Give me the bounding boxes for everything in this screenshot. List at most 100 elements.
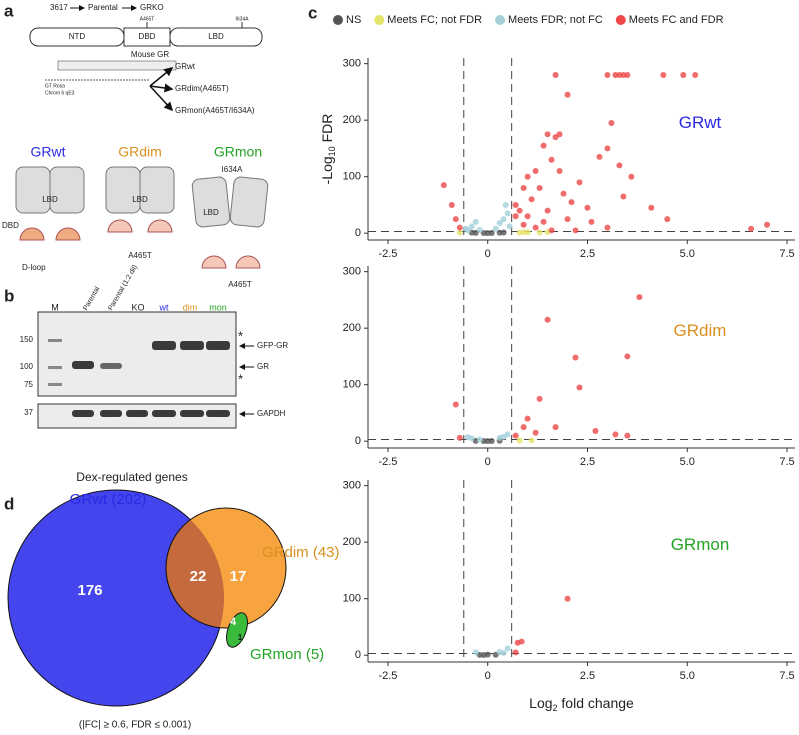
line-label: GRdim(A465T) [175, 84, 229, 93]
point [556, 131, 563, 138]
point [476, 436, 483, 443]
point [504, 210, 511, 217]
lane-label: KO [131, 302, 144, 312]
point [536, 395, 543, 402]
band-label: GAPDH [257, 409, 286, 418]
y-tick-label: 300 [343, 266, 361, 278]
point [628, 173, 635, 180]
point [520, 185, 527, 191]
domain: LBD [208, 32, 224, 41]
x-tick-label: 7.5 [779, 248, 794, 260]
y-axis-title-sub: 10 [327, 146, 337, 156]
point [502, 201, 509, 208]
point [620, 193, 627, 200]
point [624, 432, 631, 439]
x-axis-title: Log2 fold change [529, 695, 634, 714]
lane-label: dim [183, 302, 198, 312]
x-tick-label: 2.5 [580, 456, 595, 468]
point [440, 182, 447, 189]
point [536, 185, 543, 191]
point [488, 230, 495, 237]
venn-count: 4 [230, 616, 237, 628]
point [616, 162, 623, 169]
x-tick-label: 0 [485, 456, 491, 468]
point [548, 156, 555, 163]
y-tick-label: 200 [343, 114, 361, 126]
model-label: D-loop [22, 263, 46, 272]
point [456, 229, 463, 236]
point [472, 218, 479, 225]
point [544, 207, 551, 214]
plot-label: GRwt [679, 113, 722, 132]
point [524, 415, 531, 422]
model-name: GRmon [214, 144, 262, 160]
point [564, 216, 571, 223]
x-tick-label: 5.0 [680, 248, 695, 260]
y-tick-label: 300 [343, 58, 361, 70]
lane-label: wt [159, 302, 169, 312]
marker: 37 [24, 408, 33, 417]
legend-label: Meets FC; not FDR [387, 14, 482, 26]
point [452, 216, 459, 223]
point [552, 71, 559, 78]
y-tick-label: 200 [343, 322, 361, 334]
flow-step: Parental [88, 3, 118, 12]
lane-label: Parental [82, 285, 101, 311]
point [604, 224, 611, 231]
line-label: GRwt [175, 62, 196, 71]
venn-count: 1 [238, 633, 243, 642]
point [584, 204, 591, 211]
point [536, 229, 543, 236]
point [476, 226, 483, 233]
locus: GT Rosa [45, 83, 65, 89]
x-tick-label: 5.0 [680, 670, 695, 682]
point [680, 71, 687, 78]
panel-d: Dex-regulated genes GRwt (202) GRdim (43… [7, 470, 340, 731]
legend-label: Meets FDR; not FC [508, 14, 603, 26]
legend-marker [615, 15, 626, 25]
legend-marker [374, 15, 385, 25]
point [592, 428, 599, 435]
panel-letter: c [308, 3, 317, 22]
point [576, 384, 583, 391]
point [604, 71, 611, 78]
venn-set: GRdim (43) [262, 544, 340, 561]
x-tick-label: -2.5 [378, 670, 397, 682]
point [664, 216, 671, 223]
point [472, 649, 479, 656]
x-tick-label: 5.0 [680, 456, 695, 468]
point [764, 221, 771, 228]
band-label: GR [257, 362, 269, 371]
mutation: A465T [140, 16, 155, 22]
point [512, 201, 519, 208]
point [576, 179, 583, 186]
point [648, 204, 655, 211]
point [520, 424, 527, 431]
x-tick-label: -2.5 [378, 248, 397, 260]
venn-count: 22 [190, 568, 207, 585]
model-name: GRwt [31, 144, 66, 160]
x-tick-label: 7.5 [779, 456, 794, 468]
point [532, 429, 539, 436]
band-label: * [238, 371, 243, 386]
point [528, 196, 535, 203]
point [524, 213, 531, 220]
model-label: LBD [203, 208, 219, 217]
x-tick-label: 0 [485, 248, 491, 260]
point [560, 190, 567, 197]
point [556, 168, 563, 175]
point [608, 120, 615, 126]
point [528, 437, 535, 444]
point [500, 216, 507, 223]
point [564, 91, 571, 98]
venn-title: Dex-regulated genes [76, 470, 187, 484]
locus: Chrom 6 qE3 [45, 90, 75, 96]
point [624, 71, 631, 78]
point [540, 142, 547, 149]
point [564, 595, 571, 602]
y-tick-label: 0 [355, 649, 361, 661]
panel-letter: b [4, 286, 14, 305]
model-label: I634A [222, 165, 244, 174]
domain: NTD [69, 32, 86, 41]
